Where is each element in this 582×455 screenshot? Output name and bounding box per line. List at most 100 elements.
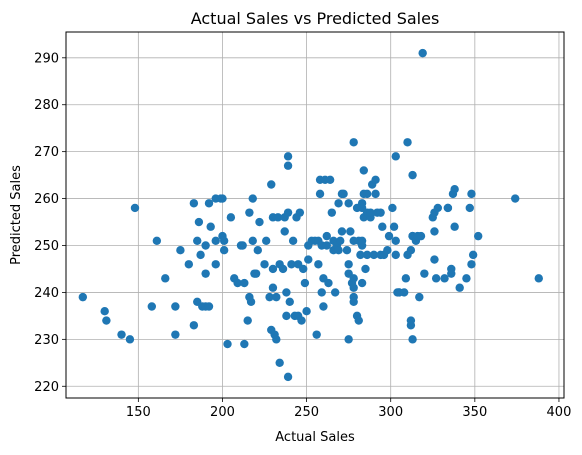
- data-point: [467, 260, 476, 269]
- data-point: [201, 241, 210, 250]
- data-point: [130, 203, 140, 213]
- data-point: [280, 227, 289, 236]
- data-points: [78, 48, 543, 382]
- data-point: [300, 278, 310, 288]
- data-point: [283, 152, 293, 161]
- data-point: [388, 203, 397, 213]
- data-point: [282, 288, 291, 297]
- data-point: [272, 335, 281, 344]
- x-tick-label: 200: [210, 405, 235, 420]
- data-point: [391, 250, 400, 260]
- data-point: [349, 297, 358, 307]
- data-point: [325, 175, 335, 185]
- data-point: [282, 311, 291, 321]
- data-point: [357, 199, 367, 208]
- data-point: [152, 236, 162, 246]
- data-point: [317, 288, 326, 297]
- data-point: [443, 203, 453, 213]
- data-point: [223, 339, 232, 349]
- data-point: [312, 330, 321, 339]
- data-point: [354, 316, 363, 325]
- y-tick-label: 230: [34, 333, 59, 348]
- data-point: [295, 208, 305, 217]
- x-axis-ticks: 150 200 250 300 350 400: [126, 398, 571, 420]
- data-point: [204, 302, 214, 311]
- y-tick-label: 260: [34, 192, 59, 207]
- data-point: [511, 194, 520, 203]
- data-point: [260, 260, 269, 269]
- data-point: [378, 222, 387, 231]
- data-point: [324, 278, 333, 288]
- data-point: [251, 269, 261, 278]
- data-point: [219, 245, 229, 255]
- y-tick-label: 220: [34, 380, 59, 395]
- data-point: [246, 297, 256, 307]
- gridlines: [66, 32, 564, 398]
- y-tick-label: 250: [34, 239, 59, 254]
- data-point: [327, 208, 337, 217]
- data-point: [369, 250, 379, 260]
- data-point: [389, 222, 399, 231]
- data-point: [322, 241, 331, 250]
- data-point: [334, 245, 343, 255]
- data-point: [339, 189, 348, 199]
- data-point: [262, 236, 271, 246]
- data-point: [473, 231, 483, 241]
- data-point: [376, 208, 385, 217]
- data-point: [344, 199, 353, 208]
- data-point: [465, 203, 474, 213]
- data-point: [362, 189, 372, 199]
- y-tick-label: 270: [34, 145, 59, 160]
- data-point: [302, 306, 311, 316]
- data-point: [125, 335, 135, 344]
- data-point: [117, 330, 126, 339]
- data-point: [243, 316, 252, 325]
- data-point: [100, 306, 109, 316]
- data-point: [408, 170, 417, 180]
- x-axis-label: Actual Sales: [275, 430, 355, 445]
- data-point: [447, 269, 456, 278]
- data-point: [366, 208, 375, 217]
- data-point: [440, 274, 449, 283]
- data-point: [462, 274, 471, 283]
- data-point: [431, 274, 441, 283]
- data-point: [468, 250, 478, 260]
- data-point: [184, 260, 194, 269]
- data-point: [283, 161, 293, 170]
- data-point: [161, 274, 170, 283]
- data-point: [430, 227, 439, 236]
- plot-area: [66, 32, 564, 398]
- data-point: [211, 260, 220, 269]
- data-point: [356, 250, 365, 260]
- data-point: [194, 217, 204, 227]
- data-point: [403, 138, 412, 147]
- data-point: [322, 231, 331, 241]
- data-point: [283, 208, 293, 217]
- data-point: [272, 292, 281, 302]
- plot-frame: [65, 31, 565, 399]
- data-point: [201, 269, 210, 278]
- data-point: [189, 199, 199, 208]
- data-point: [319, 302, 328, 311]
- data-point: [357, 236, 367, 246]
- data-point: [171, 330, 180, 339]
- data-point: [219, 236, 229, 246]
- data-point: [304, 255, 313, 264]
- x-tick-label: 400: [547, 405, 572, 420]
- data-point: [349, 138, 358, 147]
- data-point: [176, 245, 185, 255]
- data-point: [415, 292, 424, 302]
- data-point: [299, 264, 308, 274]
- data-point: [189, 321, 199, 330]
- data-point: [371, 189, 380, 199]
- data-point: [455, 283, 464, 292]
- data-point: [78, 292, 88, 302]
- data-point: [357, 278, 367, 288]
- data-point: [391, 152, 400, 161]
- data-point: [391, 236, 400, 246]
- data-point: [450, 222, 459, 231]
- data-point: [297, 316, 306, 325]
- data-point: [371, 175, 380, 185]
- data-point: [102, 316, 111, 325]
- data-point: [206, 222, 215, 231]
